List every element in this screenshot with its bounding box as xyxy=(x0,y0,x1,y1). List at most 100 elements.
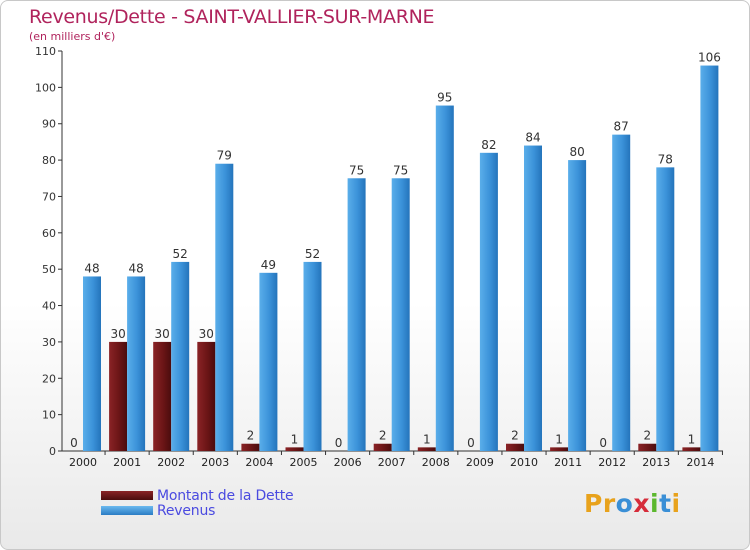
x-tick-label: 2009 xyxy=(466,456,494,469)
data-label-revenus: 80 xyxy=(569,145,584,159)
bar-revenus xyxy=(127,276,146,451)
x-tick-label: 2001 xyxy=(113,456,141,469)
data-label-revenus: 52 xyxy=(305,247,320,261)
legend-item-dette: Montant de la Dette xyxy=(101,487,294,504)
data-label-revenus: 48 xyxy=(128,261,143,275)
legend-swatch-revenus xyxy=(101,506,153,515)
data-label-dette: 30 xyxy=(199,327,214,341)
x-tick-label: 2013 xyxy=(642,456,670,469)
y-tick-label: 20 xyxy=(42,372,56,385)
x-tick-label: 2004 xyxy=(245,456,273,469)
data-label-dette: 2 xyxy=(511,429,519,443)
bar-revenus xyxy=(524,145,542,451)
x-tick-label: 2005 xyxy=(290,456,318,469)
data-label-revenus: 95 xyxy=(437,91,452,105)
legend-label-dette: Montant de la Dette xyxy=(157,487,294,504)
bar-revenus xyxy=(568,160,587,451)
bar-revenus xyxy=(171,261,190,451)
legend-swatch-dette xyxy=(101,491,153,500)
bar-dette xyxy=(373,443,392,451)
y-tick-label: 110 xyxy=(35,45,56,58)
bar-dette xyxy=(417,447,436,451)
data-label-dette: 2 xyxy=(247,429,255,443)
legend-item-revenus: Revenus xyxy=(101,502,216,519)
data-label-revenus: 75 xyxy=(349,163,364,177)
data-label-revenus: 52 xyxy=(173,247,188,261)
bar-revenus xyxy=(700,65,719,451)
bar-dette xyxy=(638,443,657,451)
data-label-revenus: 87 xyxy=(614,120,629,134)
data-label-dette: 30 xyxy=(110,327,125,341)
data-label-dette: 0 xyxy=(335,436,343,450)
bar-dette xyxy=(153,341,172,451)
bar-revenus xyxy=(303,261,322,451)
bar-revenus xyxy=(83,276,101,451)
data-label-revenus: 75 xyxy=(393,163,408,177)
data-label-dette: 1 xyxy=(423,432,431,446)
bar-revenus xyxy=(435,105,454,451)
data-label-dette: 2 xyxy=(643,429,651,443)
data-label-revenus: 84 xyxy=(525,131,540,145)
bar-dette xyxy=(241,443,260,451)
x-tick-label: 2002 xyxy=(157,456,185,469)
bar-dette xyxy=(682,447,701,451)
data-label-dette: 0 xyxy=(70,436,78,450)
bar-dette xyxy=(197,341,216,451)
logo-letter: o xyxy=(615,489,634,518)
x-tick-label: 2011 xyxy=(554,456,582,469)
data-label-dette: 30 xyxy=(155,327,170,341)
data-label-dette: 0 xyxy=(467,436,475,450)
y-tick-label: 70 xyxy=(42,190,56,203)
x-tick-label: 2012 xyxy=(598,456,626,469)
bar-dette xyxy=(109,341,128,451)
bar-dette xyxy=(506,443,524,451)
y-tick-label: 30 xyxy=(42,336,56,349)
bar-revenus xyxy=(391,178,410,452)
bar-revenus xyxy=(612,134,631,452)
logo-letter: i xyxy=(650,489,660,518)
x-tick-label: 2007 xyxy=(378,456,406,469)
y-tick-label: 60 xyxy=(42,227,56,240)
y-tick-label: 100 xyxy=(35,81,56,94)
logo-letter: r xyxy=(602,489,616,518)
data-label-dette: 0 xyxy=(599,436,607,450)
x-tick-label: 2008 xyxy=(422,456,450,469)
y-tick-label: 50 xyxy=(42,263,56,276)
logo-letter: i xyxy=(671,489,681,518)
y-tick-label: 40 xyxy=(42,300,56,313)
logo-letter: t xyxy=(659,489,672,518)
data-label-dette: 2 xyxy=(379,429,387,443)
x-tick-label: 2010 xyxy=(510,456,538,469)
y-tick-label: 10 xyxy=(42,409,56,422)
y-tick-label: 0 xyxy=(49,445,56,458)
data-label-dette: 1 xyxy=(555,432,563,446)
x-tick-label: 2000 xyxy=(69,456,97,469)
y-tick-label: 90 xyxy=(42,118,56,131)
bar-dette xyxy=(285,447,304,451)
data-label-dette: 1 xyxy=(688,432,696,446)
logo-letter: x xyxy=(633,489,650,518)
proxiti-logo: Proxiti xyxy=(584,489,681,518)
y-tick-label: 80 xyxy=(42,154,56,167)
data-label-revenus: 79 xyxy=(217,149,232,163)
x-tick-label: 2014 xyxy=(686,456,714,469)
data-label-revenus: 106 xyxy=(698,51,721,65)
bar-dette xyxy=(550,447,569,451)
bar-revenus xyxy=(259,272,278,451)
chart-subtitle: (en milliers d'€) xyxy=(29,30,116,43)
x-tick-label: 2006 xyxy=(334,456,362,469)
data-label-revenus: 48 xyxy=(84,261,99,275)
chart-title: Revenus/Dette - SAINT-VALLIER-SUR-MARNE xyxy=(29,6,435,28)
bar-revenus xyxy=(656,167,675,451)
data-label-revenus: 82 xyxy=(481,138,496,152)
data-label-revenus: 78 xyxy=(658,152,673,166)
logo-letter: P xyxy=(584,489,603,518)
bar-revenus xyxy=(479,152,498,451)
data-label-revenus: 49 xyxy=(261,258,276,272)
legend-label-revenus: Revenus xyxy=(157,502,216,519)
bar-revenus xyxy=(347,178,366,452)
data-label-dette: 1 xyxy=(291,432,299,446)
bar-revenus xyxy=(215,163,234,451)
